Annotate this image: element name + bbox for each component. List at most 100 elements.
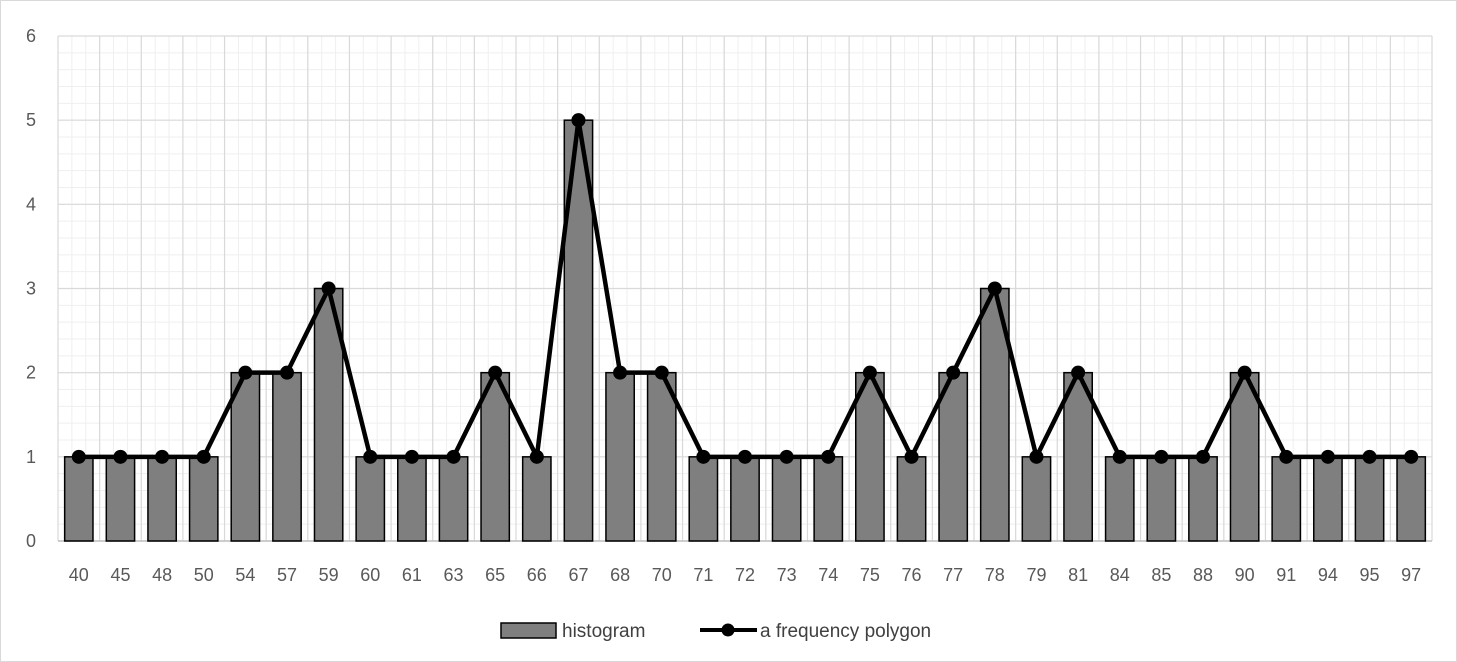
histogram-bar — [771, 456, 802, 542]
legend-histogram-label: histogram — [562, 621, 645, 642]
x-tick-label: 94 — [1318, 565, 1338, 585]
y-tick-label: 5 — [26, 110, 36, 130]
x-tick-label: 60 — [360, 565, 380, 585]
x-tick-label: 54 — [235, 565, 255, 585]
polygon-point — [1154, 449, 1169, 464]
x-tick-label: 75 — [860, 565, 880, 585]
histogram-bar — [896, 456, 927, 542]
polygon-point — [654, 365, 669, 380]
x-tick-label: 65 — [485, 565, 505, 585]
x-tick-label: 74 — [818, 565, 838, 585]
x-tick-label: 40 — [69, 565, 89, 585]
x-tick-label: 84 — [1110, 565, 1130, 585]
x-tick-label: 91 — [1276, 565, 1296, 585]
y-tick-label: 0 — [26, 531, 36, 551]
histogram-bar — [1188, 456, 1218, 542]
histogram-bar — [397, 456, 427, 542]
x-axis-ticks: 40 45 48 50 54 57 59 60 61 63 65 66 67 68 70 71 72 73 74 75… — [69, 565, 1421, 585]
histogram-bar — [147, 456, 177, 542]
polygon-point — [1029, 449, 1044, 464]
y-tick-label: 2 — [26, 363, 36, 383]
histogram-bar — [1104, 456, 1135, 542]
histogram-bar — [105, 456, 136, 542]
polygon-point — [446, 449, 461, 464]
histogram-bar — [646, 371, 677, 542]
x-tick-label: 45 — [110, 565, 130, 585]
x-tick-label: 59 — [319, 565, 339, 585]
histogram-bar — [730, 456, 760, 542]
histogram-bar — [1271, 456, 1302, 542]
y-axis-ticks: 0 1 2 3 4 5 6 — [26, 26, 36, 551]
polygon-point — [363, 449, 378, 464]
x-tick-label: 73 — [777, 565, 797, 585]
polygon-point — [529, 449, 544, 464]
histogram-bar — [1396, 456, 1427, 542]
histogram-bar — [1146, 456, 1177, 542]
x-tick-label: 90 — [1235, 565, 1255, 585]
polygon-point — [1196, 449, 1210, 464]
major-gridlines — [57, 35, 1433, 542]
histogram-bar — [230, 371, 261, 542]
x-tick-label: 77 — [943, 565, 963, 585]
polygon-point — [404, 449, 419, 464]
polygon-point — [1362, 449, 1377, 464]
polygon-point — [1071, 365, 1086, 380]
legend-polygon-marker — [721, 623, 735, 637]
polygon-point — [696, 449, 711, 464]
polygon-point — [1279, 449, 1294, 464]
polygon-point — [155, 449, 170, 464]
polygon-point — [113, 449, 128, 464]
y-tick-label: 6 — [26, 26, 36, 46]
x-tick-label: 85 — [1151, 565, 1171, 585]
y-tick-label: 1 — [26, 447, 36, 467]
polygon-point — [238, 365, 253, 380]
polygon-point — [1112, 449, 1127, 464]
polygon-point — [1320, 449, 1335, 464]
x-tick-label: 81 — [1068, 565, 1088, 585]
polygon-point — [571, 113, 586, 128]
polygon-point — [1237, 365, 1252, 380]
histogram-bar — [1063, 371, 1093, 542]
polygon-point — [1404, 449, 1419, 464]
histogram-bar — [355, 456, 386, 542]
x-tick-label: 67 — [568, 565, 588, 585]
x-tick-label: 97 — [1401, 565, 1421, 585]
histogram-bar — [188, 456, 219, 542]
polygon-point — [821, 449, 836, 464]
histogram-bar — [438, 456, 469, 542]
x-tick-label: 79 — [1026, 565, 1046, 585]
polygon-point — [946, 365, 961, 380]
histogram-bar — [605, 371, 635, 542]
legend-polygon-label: a frequency polygon — [760, 621, 931, 642]
x-tick-label: 71 — [693, 565, 713, 585]
polygon-point — [196, 449, 211, 464]
histogram-bar — [1354, 456, 1385, 542]
x-tick-label: 70 — [652, 565, 672, 585]
histogram-bar — [855, 371, 885, 542]
histogram-bars — [63, 119, 1427, 542]
histogram-bar — [813, 456, 844, 542]
polygon-point — [738, 449, 752, 464]
polygon-point — [862, 365, 877, 380]
polygon-point — [987, 281, 1002, 296]
y-tick-label: 3 — [26, 279, 36, 299]
x-tick-label: 68 — [610, 565, 630, 585]
x-tick-label: 57 — [277, 565, 297, 585]
polygon-point — [779, 449, 794, 464]
histogram-bar — [521, 456, 552, 542]
x-tick-label: 76 — [902, 565, 922, 585]
histogram-bar — [1021, 456, 1052, 542]
x-tick-label: 48 — [152, 565, 172, 585]
histogram-bar — [63, 456, 94, 542]
histogram-bar — [272, 371, 302, 542]
histogram-bar — [480, 371, 511, 542]
x-tick-label: 63 — [444, 565, 464, 585]
legend-histogram-swatch — [500, 622, 557, 639]
frequency-polygon — [71, 113, 1419, 464]
polygon-point — [488, 365, 503, 380]
legend: histogram a frequency polygon — [500, 621, 931, 642]
polygon-point — [321, 281, 336, 296]
x-tick-label: 95 — [1360, 565, 1380, 585]
